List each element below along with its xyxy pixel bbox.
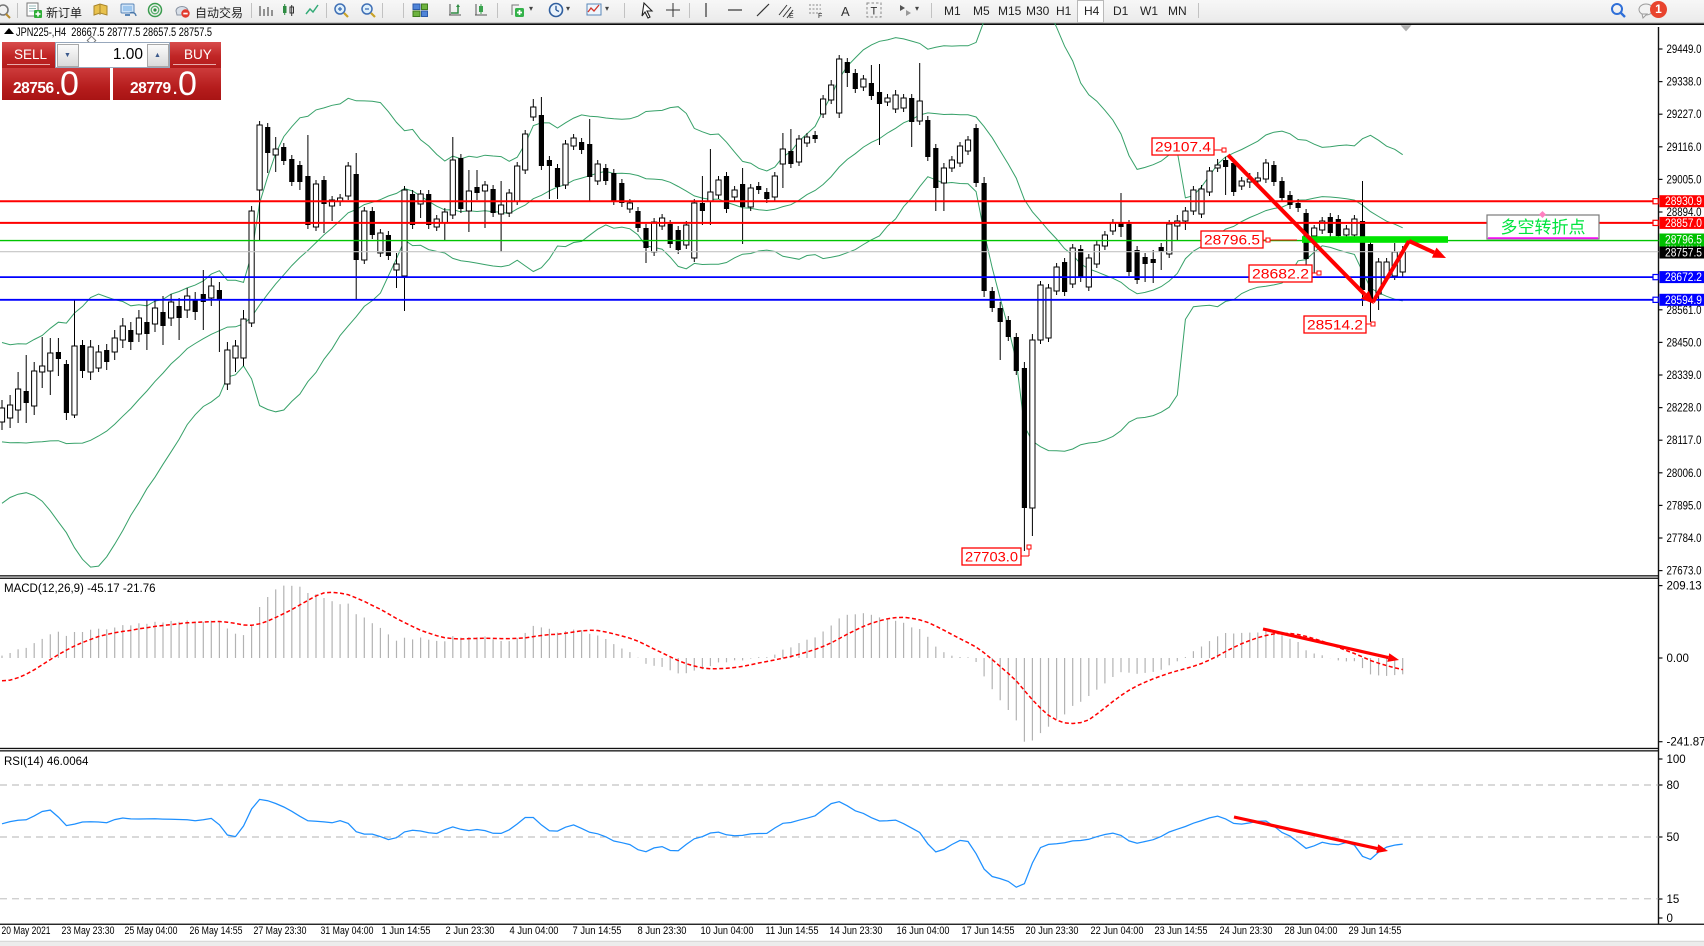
- svg-text:27703.0: 27703.0: [965, 549, 1018, 565]
- svg-text:29107.4: 29107.4: [1155, 139, 1211, 155]
- svg-text:27673.0: 27673.0: [1667, 566, 1702, 578]
- svg-text:26 May 14:55: 26 May 14:55: [190, 925, 243, 937]
- svg-text:28930.9: 28930.9: [1665, 196, 1702, 208]
- svg-text:24 Jun 23:30: 24 Jun 23:30: [1220, 925, 1273, 937]
- svg-text:-241.87: -241.87: [1667, 737, 1704, 749]
- svg-text:28514.2: 28514.2: [1307, 317, 1363, 333]
- svg-text:F: F: [818, 13, 822, 19]
- svg-text:RSI(14) 46.0064: RSI(14) 46.0064: [4, 756, 89, 768]
- svg-text:31 May 04:00: 31 May 04:00: [321, 925, 374, 937]
- svg-text:MACD(12,26,9) -45.17 -21.76: MACD(12,26,9) -45.17 -21.76: [4, 583, 156, 595]
- svg-text:14 Jun 23:30: 14 Jun 23:30: [830, 925, 883, 937]
- svg-text:17 Jun 14:55: 17 Jun 14:55: [962, 925, 1015, 937]
- svg-text:4 Jun 04:00: 4 Jun 04:00: [510, 925, 559, 937]
- svg-text:23 Jun 14:55: 23 Jun 14:55: [1155, 925, 1208, 937]
- svg-text:28682.2: 28682.2: [1252, 266, 1309, 282]
- svg-text:29449.0: 29449.0: [1667, 44, 1702, 56]
- svg-text:29116.0: 29116.0: [1667, 142, 1702, 154]
- svg-text:28117.0: 28117.0: [1667, 435, 1702, 447]
- svg-text:29338.0: 29338.0: [1667, 77, 1702, 89]
- svg-text:0: 0: [1667, 913, 1673, 925]
- svg-text:28672.2: 28672.2: [1665, 272, 1702, 284]
- svg-text:0.00: 0.00: [1667, 653, 1689, 665]
- svg-text:11 Jun 14:55: 11 Jun 14:55: [766, 925, 819, 937]
- svg-text:29227.0: 29227.0: [1667, 109, 1702, 121]
- svg-text:22 Jun 04:00: 22 Jun 04:00: [1091, 925, 1144, 937]
- svg-text:209.13: 209.13: [1667, 581, 1702, 593]
- svg-text:28857.0: 28857.0: [1665, 218, 1702, 230]
- svg-text:29 Jun 14:55: 29 Jun 14:55: [1349, 925, 1402, 937]
- svg-text:28796.5: 28796.5: [1665, 235, 1702, 247]
- svg-text:23 May 23:30: 23 May 23:30: [62, 925, 115, 937]
- svg-text:20 May 2021: 20 May 2021: [2, 925, 51, 937]
- svg-text:28561.0: 28561.0: [1667, 305, 1702, 317]
- svg-text:29005.0: 29005.0: [1667, 174, 1702, 186]
- svg-text:2 Jun 23:30: 2 Jun 23:30: [446, 925, 495, 937]
- svg-text:100: 100: [1667, 754, 1686, 766]
- svg-text:28894.0: 28894.0: [1667, 207, 1702, 219]
- svg-text:27 May 23:30: 27 May 23:30: [254, 925, 307, 937]
- svg-text:28339.0: 28339.0: [1667, 370, 1702, 382]
- svg-text:16 Jun 04:00: 16 Jun 04:00: [897, 925, 950, 937]
- svg-text:28 Jun 04:00: 28 Jun 04:00: [1285, 925, 1338, 937]
- svg-text:80: 80: [1667, 780, 1680, 792]
- svg-text:15: 15: [1667, 894, 1680, 906]
- svg-text:E: E: [789, 13, 794, 19]
- svg-text:10 Jun 04:00: 10 Jun 04:00: [701, 925, 754, 937]
- svg-text:1 Jun 14:55: 1 Jun 14:55: [382, 925, 431, 937]
- svg-text:多空转折点: 多空转折点: [1501, 218, 1586, 237]
- svg-text:7 Jun 14:55: 7 Jun 14:55: [573, 925, 622, 937]
- svg-text:28450.0: 28450.0: [1667, 337, 1702, 349]
- svg-text:50: 50: [1667, 832, 1680, 844]
- svg-text:28796.5: 28796.5: [1204, 232, 1260, 248]
- svg-text:28228.0: 28228.0: [1667, 403, 1702, 415]
- svg-text:27784.0: 27784.0: [1667, 533, 1702, 545]
- svg-text:28757.5: 28757.5: [1665, 248, 1702, 260]
- svg-text:JPN225-,H4 28667.5 28777.5 28: JPN225-,H4 28667.5 28777.5 28657.5 28757…: [16, 25, 212, 39]
- svg-text:20 Jun 23:30: 20 Jun 23:30: [1026, 925, 1079, 937]
- svg-text:28006.0: 28006.0: [1667, 468, 1702, 480]
- svg-text:25 May 04:00: 25 May 04:00: [125, 925, 178, 937]
- svg-text:27895.0: 27895.0: [1667, 500, 1702, 512]
- svg-text:28594.9: 28594.9: [1665, 295, 1702, 307]
- svg-text:T: T: [871, 6, 878, 18]
- svg-text:8 Jun 23:30: 8 Jun 23:30: [638, 925, 687, 937]
